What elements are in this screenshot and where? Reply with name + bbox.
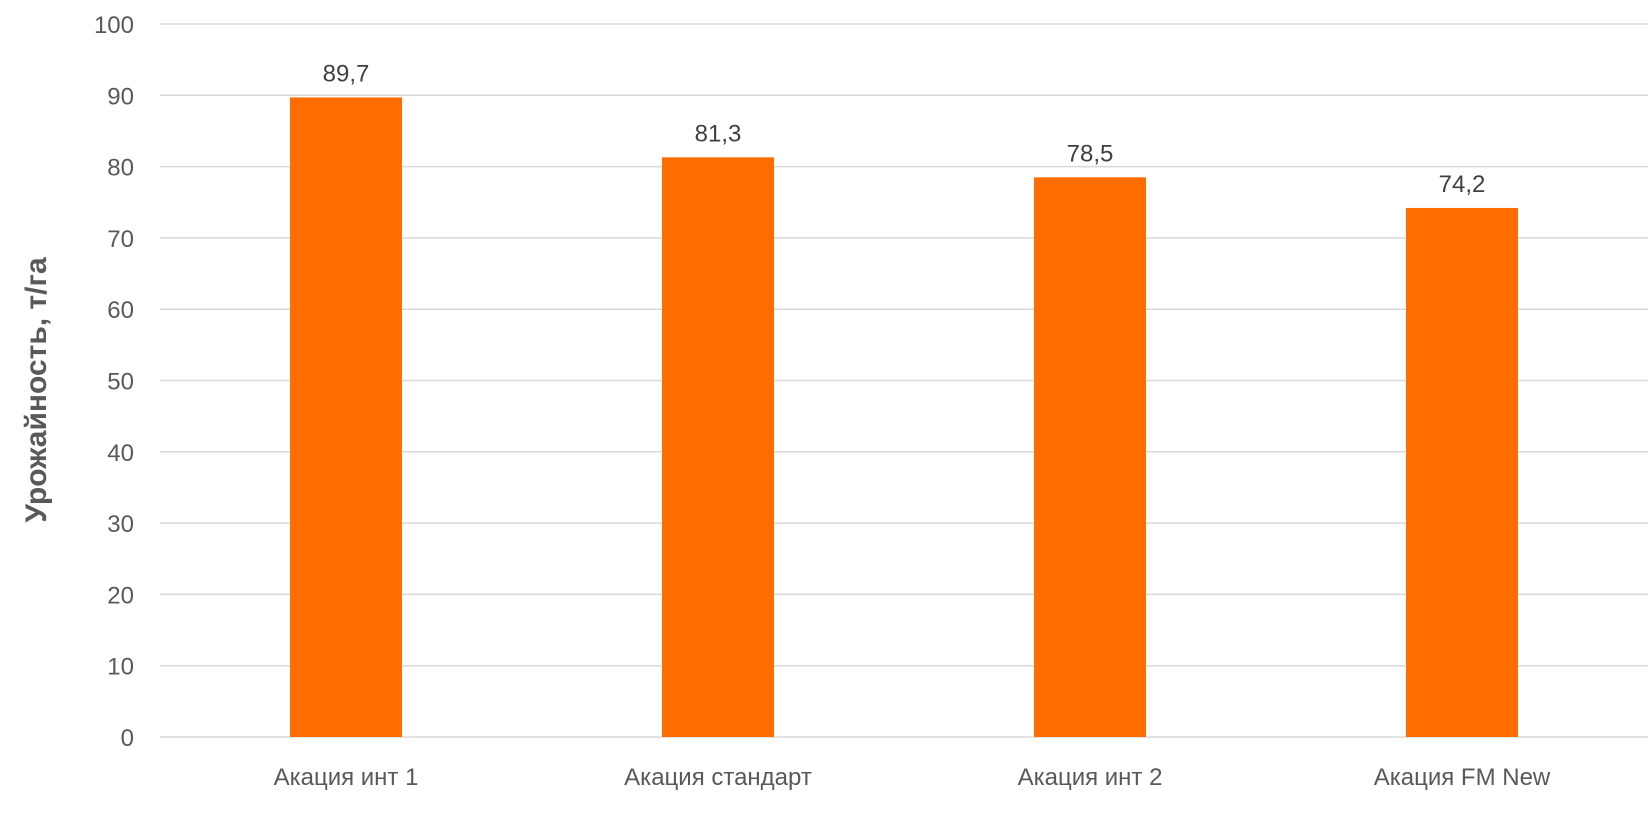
y-tick-label: 20 xyxy=(107,582,134,609)
x-category-label-3: Акация инт 2 xyxy=(1018,764,1163,791)
data-label-2: 81,3 xyxy=(695,120,742,147)
y-tick-label: 100 xyxy=(94,12,134,39)
data-label-4: 74,2 xyxy=(1439,171,1486,198)
y-tick-label: 10 xyxy=(107,654,134,681)
y-tick-label: 40 xyxy=(107,440,134,467)
y-axis-ticks: 0 10 20 30 40 50 60 70 80 90 100 xyxy=(94,12,134,752)
bar-3 xyxy=(1034,177,1146,738)
data-label-3: 78,5 xyxy=(1067,140,1114,167)
y-axis-title: Урожайность, т/га xyxy=(20,257,53,523)
data-label-1: 89,7 xyxy=(323,60,370,87)
x-category-label-1: Акация инт 1 xyxy=(274,764,419,791)
bar-2 xyxy=(662,157,774,737)
y-tick-label: 0 xyxy=(121,725,134,752)
x-category-label-4: Акация FM New xyxy=(1374,764,1551,791)
bar-4 xyxy=(1406,207,1518,738)
y-tick-label: 70 xyxy=(107,226,134,253)
y-tick-label: 80 xyxy=(107,155,134,182)
y-tick-label: 30 xyxy=(107,511,134,538)
bars xyxy=(290,97,1518,738)
y-tick-label: 50 xyxy=(107,369,134,396)
x-category-label-2: Акация стандарт xyxy=(624,764,812,791)
y-tick-label: 90 xyxy=(107,83,134,110)
bar-1 xyxy=(290,97,402,737)
gridlines xyxy=(160,23,1648,738)
y-tick-label: 60 xyxy=(107,297,134,324)
x-axis-categories: Акация инт 1 Акация стандарт Акация инт 2 А… xyxy=(274,764,1551,791)
data-labels: 89,7 81,3 78,5 74,2 xyxy=(323,60,1486,198)
